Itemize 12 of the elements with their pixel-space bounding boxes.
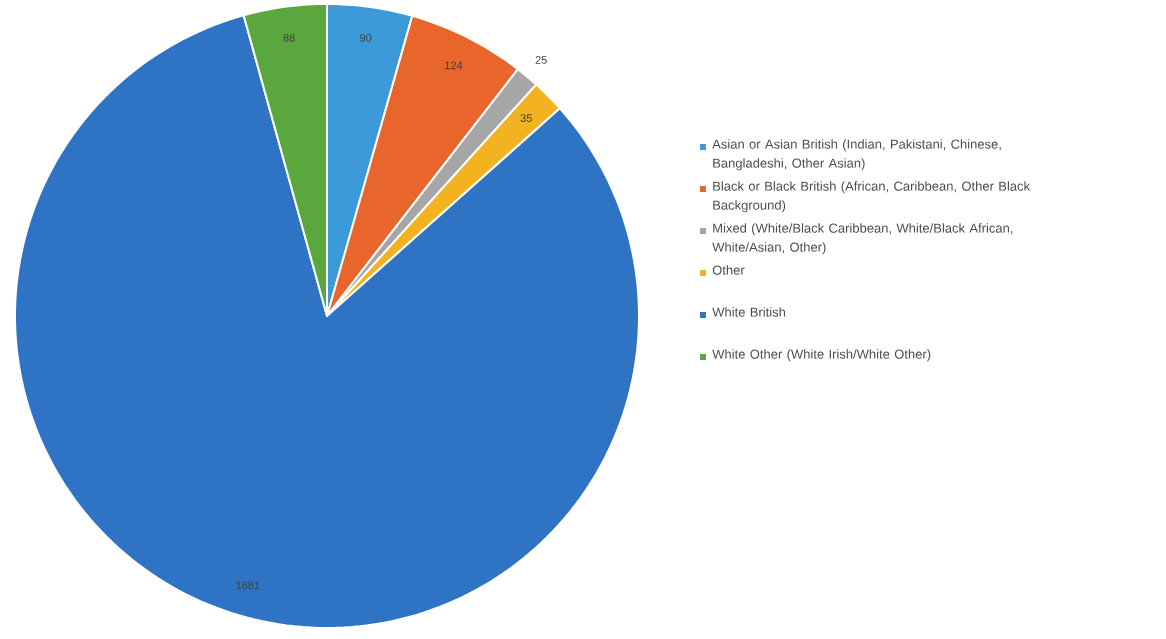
legend-label: White British — [712, 307, 786, 317]
legend-label: White Other (White Irish/White Other) — [712, 349, 931, 362]
data-label: 1681 — [236, 581, 260, 590]
data-label: 88 — [283, 33, 295, 42]
data-label: 35 — [520, 114, 532, 123]
legend-label: Other — [712, 265, 745, 275]
data-label: 124 — [445, 61, 463, 70]
legend-label: Mixed (White/Black Caribbean, White/Black African, White/Asian, Other) — [712, 223, 1013, 255]
legend-label: Black or Black British (African, Caribbean, Other Black Background) — [713, 181, 1031, 213]
data-label: 25 — [535, 56, 547, 64]
data-label: 90 — [360, 33, 372, 42]
legend-label: Asian or Asian British (Indian, Pakistani, Chinese, Bangladeshi, Other Asian) — [712, 139, 1001, 171]
